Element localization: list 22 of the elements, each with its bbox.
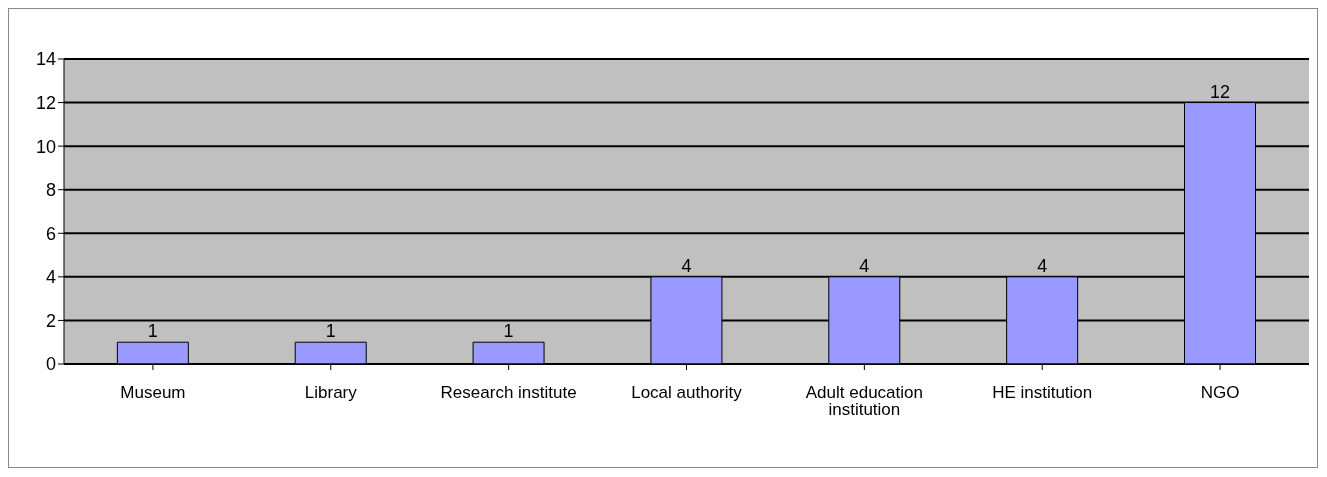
data-label: 12 — [1209, 81, 1231, 102]
data-label: 4 — [859, 255, 870, 276]
x-tick-label: HE institution — [992, 383, 1093, 403]
y-tick-label: 2 — [45, 310, 56, 331]
y-tick-label: 12 — [35, 92, 56, 113]
data-label: 1 — [147, 321, 158, 342]
data-label: 1 — [325, 321, 336, 342]
y-tick-label: 10 — [35, 136, 56, 157]
x-tick-label: Local authority — [631, 383, 743, 403]
y-tick-label: 14 — [35, 49, 56, 70]
y-tick-label: 4 — [45, 267, 56, 288]
y-tick-label: 6 — [45, 223, 56, 244]
data-label: 4 — [681, 255, 692, 276]
x-tick-label: Museum — [120, 383, 186, 403]
y-tick-label: 8 — [45, 180, 56, 201]
data-label: 1 — [503, 321, 514, 342]
x-tick-label: Library — [304, 383, 358, 403]
y-tick-label: 0 — [45, 354, 56, 375]
x-tick-label: NGO — [1200, 383, 1240, 403]
x-tick-label: Adult education institution — [805, 383, 923, 420]
data-label: 4 — [1037, 255, 1048, 276]
x-tick-label: Research institute — [440, 383, 577, 403]
